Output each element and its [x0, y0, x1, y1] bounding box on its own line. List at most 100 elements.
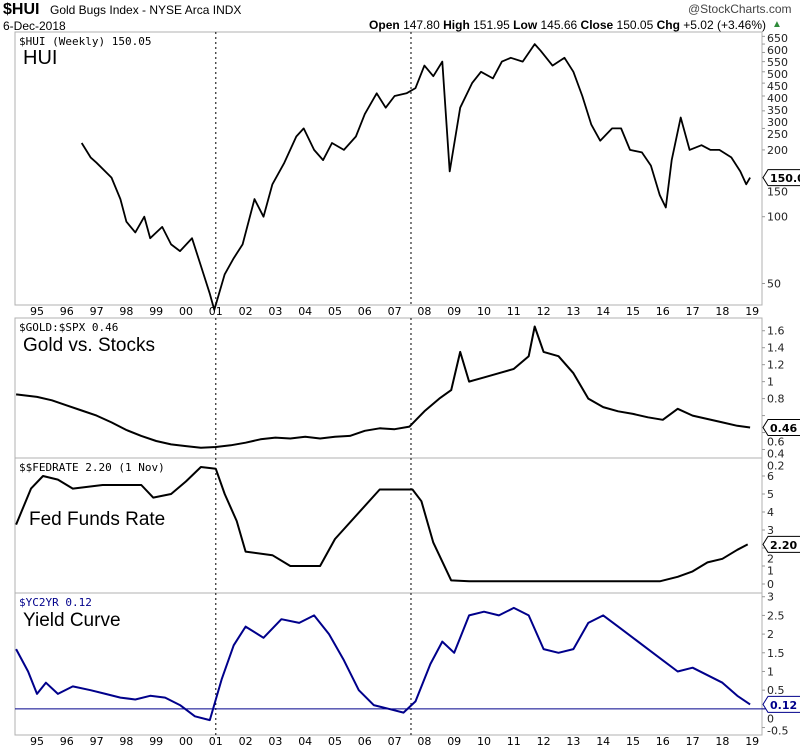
- x-tick-label: 98: [119, 735, 133, 748]
- y-tick-label: 0.5: [767, 684, 785, 697]
- ohlc-key: Low: [513, 18, 541, 32]
- y-tick-label: 50: [767, 277, 781, 290]
- y-tick-label: 0.6: [767, 435, 785, 448]
- y-tick-label: 1: [767, 376, 774, 389]
- x-tick-label: 12: [537, 305, 551, 318]
- y-tick-label: 0.2: [767, 459, 785, 472]
- ohlc-value: +5.02 (+3.46%): [683, 18, 766, 32]
- y-tick-label: 350: [767, 104, 788, 117]
- x-tick-label: 95: [30, 305, 44, 318]
- ohlc-value: 147.80: [403, 18, 444, 32]
- x-tick-label: 17: [686, 735, 700, 748]
- x-tick-label: 06: [358, 735, 372, 748]
- x-tick-label: 02: [239, 735, 253, 748]
- y-tick-label: 0: [767, 712, 774, 725]
- x-tick-label: 16: [656, 735, 670, 748]
- x-tick-label: 14: [596, 305, 610, 318]
- series-line-2: [15, 466, 749, 583]
- x-tick-label: 06: [358, 305, 372, 318]
- y-tick-label: 2: [767, 628, 774, 641]
- y-tick-label: 1.5: [767, 647, 785, 660]
- last-value-flag: [762, 695, 800, 713]
- ohlc-value: 150.05: [616, 18, 657, 32]
- x-tick-label: 05: [328, 305, 342, 318]
- x-tick-label: 99: [149, 735, 163, 748]
- y-tick-label: 1: [767, 564, 774, 577]
- y-tick-label: 250: [767, 128, 788, 141]
- x-tick-label: 11: [507, 305, 521, 318]
- x-tick-label: 19: [745, 735, 759, 748]
- symbol: $HUI: [3, 1, 40, 18]
- x-tick-label: 00: [179, 735, 193, 748]
- ohlc-value: 145.66: [540, 18, 581, 32]
- y-tick-label: 300: [767, 116, 788, 129]
- series-line-0: [80, 43, 751, 311]
- x-tick-label: 08: [417, 735, 431, 748]
- panel-legend: $GOLD:$SPX 0.46: [19, 321, 118, 334]
- y-tick-label: 600: [767, 44, 788, 57]
- y-tick-label: 500: [767, 68, 788, 81]
- last-value-flag: [762, 535, 800, 553]
- y-tick-label: 1.2: [767, 359, 785, 372]
- y-tick-label: 4: [767, 506, 774, 519]
- x-tick-label: 16: [656, 305, 670, 318]
- x-tick-label: 18: [715, 305, 729, 318]
- x-tick-label: 13: [566, 305, 580, 318]
- index-name: Gold Bugs Index - NYSE Arca INDX: [50, 3, 242, 17]
- y-tick-label: 1.6: [767, 325, 785, 338]
- x-tick-label: 09: [447, 735, 461, 748]
- panel-label: Gold vs. Stocks: [23, 335, 155, 356]
- y-tick-label: 450: [767, 80, 788, 93]
- y-tick-label: 1.4: [767, 342, 785, 355]
- x-tick-label: 18: [715, 735, 729, 748]
- series-line-1: [15, 325, 751, 449]
- panel-legend: $YC2YR 0.12: [19, 596, 92, 609]
- y-tick-label: 550: [767, 56, 788, 69]
- x-tick-label: 04: [298, 735, 312, 748]
- y-tick-label: 3: [767, 524, 774, 537]
- x-tick-label: 04: [298, 305, 312, 318]
- x-tick-label: 96: [60, 305, 74, 318]
- series-line-3: [15, 606, 751, 722]
- last-value-flag: [762, 169, 800, 187]
- last-value-flag: [762, 418, 800, 436]
- x-tick-label: 13: [566, 735, 580, 748]
- y-tick-label: 400: [767, 92, 788, 105]
- last-value-label: 150.05: [770, 172, 800, 185]
- x-tick-label: 14: [596, 735, 610, 748]
- x-tick-label: 00: [179, 305, 193, 318]
- ohlc-key: Close: [580, 18, 617, 32]
- panel-label: Yield Curve: [23, 610, 121, 631]
- panel-label: HUI: [23, 47, 57, 69]
- x-tick-label: 12: [537, 735, 551, 748]
- panel-label: Fed Funds Rate: [29, 509, 165, 530]
- x-tick-label: 99: [149, 305, 163, 318]
- chart-date: 6-Dec-2018: [3, 19, 66, 33]
- x-tick-label: 01: [209, 735, 223, 748]
- x-tick-label: 09: [447, 305, 461, 318]
- ohlc-readout: Open 147.80 High 151.95 Low 145.66 Close…: [369, 18, 766, 32]
- x-tick-label: 15: [626, 735, 640, 748]
- brand-logo: @StockCharts.com: [688, 2, 792, 16]
- x-tick-label: 03: [268, 305, 282, 318]
- y-tick-label: 5: [767, 488, 774, 501]
- y-tick-label: 1: [767, 665, 774, 678]
- x-tick-label: 07: [388, 305, 402, 318]
- y-tick-label: 0.4: [767, 447, 785, 460]
- panel-frame: [14, 592, 763, 736]
- x-tick-label: 01: [209, 305, 223, 318]
- x-tick-label: 05: [328, 735, 342, 748]
- panel-frame: [14, 31, 763, 306]
- last-value-label: 0.46: [770, 422, 797, 435]
- panel-legend: $$FEDRATE 2.20 (1 Nov): [19, 461, 165, 474]
- y-tick-label: 6: [767, 470, 774, 483]
- x-tick-label: 15: [626, 305, 640, 318]
- ohlc-value: 151.95: [473, 18, 514, 32]
- ohlc-key: Chg: [656, 18, 684, 32]
- last-value-label: 2.20: [770, 539, 797, 552]
- ohlc-key: Open: [369, 18, 404, 32]
- y-tick-label: 150: [767, 186, 788, 199]
- y-tick-label: 2.5: [767, 609, 785, 622]
